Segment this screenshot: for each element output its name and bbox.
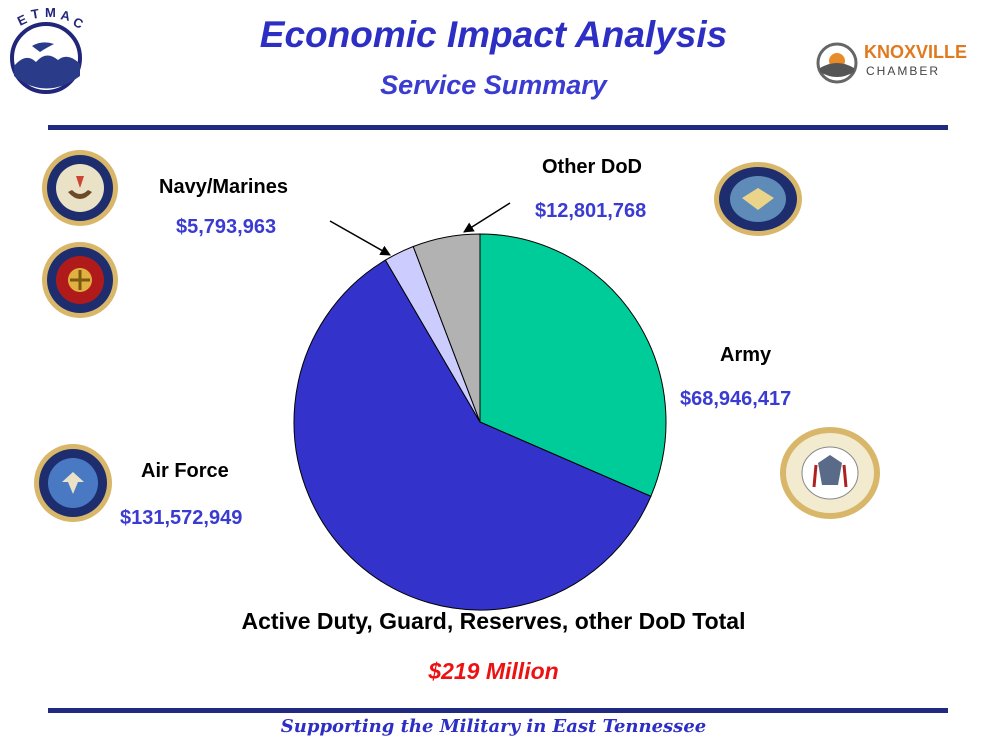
navy-seal-icon	[40, 148, 120, 233]
navy-marines-value: $5,793,963	[176, 216, 277, 238]
bottom-divider	[48, 708, 948, 713]
army-value: $68,946,417	[680, 388, 792, 410]
navy-marines-label: Navy/Marines	[159, 176, 288, 198]
other-dod-label: Other DoD	[542, 156, 642, 178]
knoxville-chamber-logo: KNOXVILLE CHAMBER	[816, 40, 986, 86]
total-label: Active Duty, Guard, Reserves, other DoD …	[241, 608, 746, 634]
svg-text:T: T	[30, 6, 40, 22]
other-dod-arrow	[463, 202, 511, 233]
chamber-subname: CHAMBER	[866, 64, 941, 78]
svg-text:A: A	[59, 7, 72, 24]
svg-text:M: M	[45, 6, 56, 20]
army-seal-icon	[778, 425, 882, 526]
page-title: Economic Impact Analysis	[259, 14, 728, 55]
other-dod-value: $12,801,768	[535, 200, 647, 222]
service-pie-chart	[293, 233, 667, 611]
chamber-name: KNOXVILLE	[864, 42, 968, 62]
navy-marines-arrow	[329, 220, 391, 256]
etmac-logo: E T M A C	[6, 5, 106, 106]
pie-slice-other-dod	[412, 233, 481, 423]
footer-tagline: Supporting the Military in East Tennesse…	[280, 716, 707, 737]
air-force-value: $131,572,949	[120, 507, 243, 529]
page-subtitle: Service Summary	[380, 70, 607, 100]
air-force-seal-icon	[32, 442, 114, 529]
air-force-label: Air Force	[141, 460, 229, 482]
top-divider	[48, 125, 948, 130]
chamber-emblem-icon	[816, 42, 858, 84]
total-value: $219 Million	[428, 658, 559, 684]
dod-seal-icon	[712, 160, 804, 243]
marines-seal-icon	[40, 240, 120, 325]
pie-slice-air-force	[293, 259, 652, 611]
army-label: Army	[720, 344, 772, 366]
pie-slice-army	[479, 233, 667, 497]
